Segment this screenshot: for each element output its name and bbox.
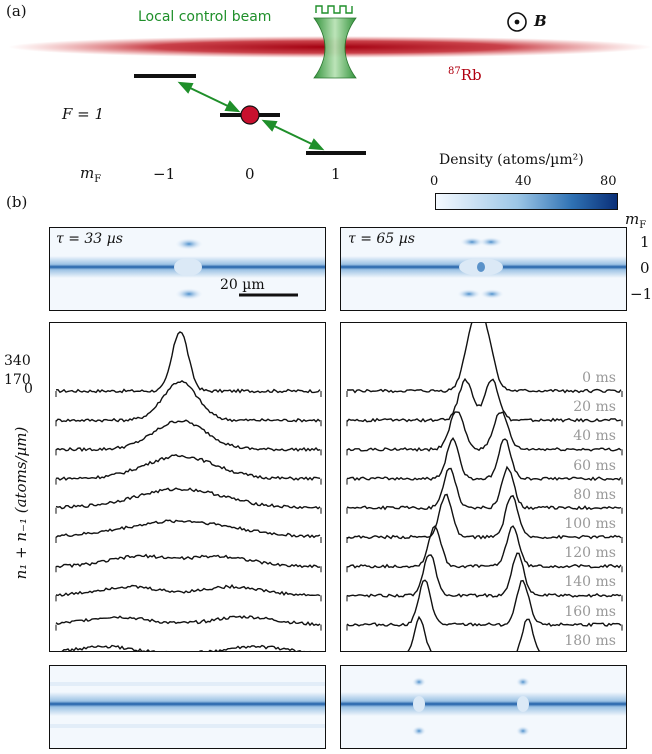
profile-curve-2 (346, 411, 622, 452)
profile-curve-8 (55, 615, 321, 627)
colorbar (435, 193, 618, 210)
mf-side-0: 0 (640, 259, 650, 277)
beam-label: Local control beam (138, 9, 272, 25)
profile-curve-4 (55, 487, 321, 510)
field-label: B (534, 12, 547, 30)
y-tick-170: 170 (4, 372, 31, 388)
atom-icon (240, 105, 260, 125)
colorbar-title: Density (atoms/µm²) (439, 152, 584, 168)
profiles-left-plot (55, 331, 322, 651)
colorbar-tick-40: 40 (515, 174, 532, 189)
mf-side-label: mF (625, 210, 647, 231)
image-bottom-right-data (341, 666, 626, 748)
image-bottom-left (49, 665, 326, 749)
time-label-8: 160 ms (564, 603, 616, 620)
time-label-6: 120 ms (564, 545, 616, 562)
profile-curve-5 (55, 519, 321, 539)
panel-a-schematic (8, 5, 652, 155)
image-tau-65 (340, 227, 627, 311)
scale-bar-label: 20 µm (220, 277, 265, 293)
profiles-right (340, 322, 627, 652)
profile-curve-9 (61, 644, 311, 651)
time-label-4: 80 ms (573, 486, 616, 503)
profiles-left (49, 322, 326, 652)
mf-value-plus1: 1 (331, 165, 341, 183)
time-label-2: 40 ms (573, 428, 616, 445)
mf-axis-label: mF (80, 164, 102, 185)
profile-curve-6 (346, 525, 622, 569)
time-label-3: 60 ms (573, 457, 616, 474)
profile-curve-4 (346, 465, 622, 511)
image-bottom-right (340, 665, 627, 749)
b-field-icon (507, 12, 527, 32)
time-label-5: 100 ms (564, 516, 616, 532)
panel-a-label: (a) (6, 2, 27, 20)
profile-curve-5 (346, 493, 622, 540)
y-tick-340: 340 (4, 353, 31, 369)
colorbar-tick-0: 0 (430, 174, 439, 189)
time-label-9: 180 ms (564, 632, 616, 649)
profile-curve-3 (55, 454, 321, 481)
mf-side-minus1: −1 (630, 285, 652, 303)
control-beam (313, 17, 357, 79)
y-tick-0: 0 (24, 381, 33, 397)
profile-curve-1 (346, 377, 622, 423)
y-axis-label: n₁ + n₋₁ (atoms/µm) (12, 426, 30, 580)
profile-curve-2 (55, 419, 321, 452)
image-tau-33 (49, 227, 326, 311)
time-label-7: 140 ms (564, 574, 616, 591)
tau-label-65: τ = 65 µs (348, 231, 415, 247)
mf-side-1: 1 (640, 233, 650, 251)
image-tau-33-data (50, 228, 325, 310)
image-bottom-left-data (50, 666, 325, 748)
time-label-1: 20 ms (573, 399, 616, 416)
image-tau-65-data (341, 228, 626, 310)
colorbar-tick-80: 80 (600, 174, 617, 189)
profile-curve-7 (346, 552, 622, 598)
species-label: 87Rb (448, 66, 482, 84)
pulse-train-icon (315, 5, 353, 14)
profile-curve-3 (346, 437, 622, 482)
profile-curve-1 (55, 380, 321, 423)
transition-arrows (177, 81, 325, 151)
profile-curve-8 (346, 579, 622, 628)
time-label-0: 0 ms (582, 370, 616, 386)
profile-curve-0 (55, 331, 321, 394)
panel-b-label: (b) (6, 193, 28, 211)
profiles-right-plot (346, 323, 623, 651)
mf-value-minus1: −1 (153, 165, 176, 183)
mf-value-0: 0 (245, 165, 255, 183)
profile-curve-7 (55, 584, 321, 597)
profile-curve-6 (55, 553, 321, 569)
f-label: F = 1 (62, 105, 105, 123)
profile-curve-0 (346, 323, 622, 394)
tau-label-33: τ = 33 µs (56, 231, 123, 247)
